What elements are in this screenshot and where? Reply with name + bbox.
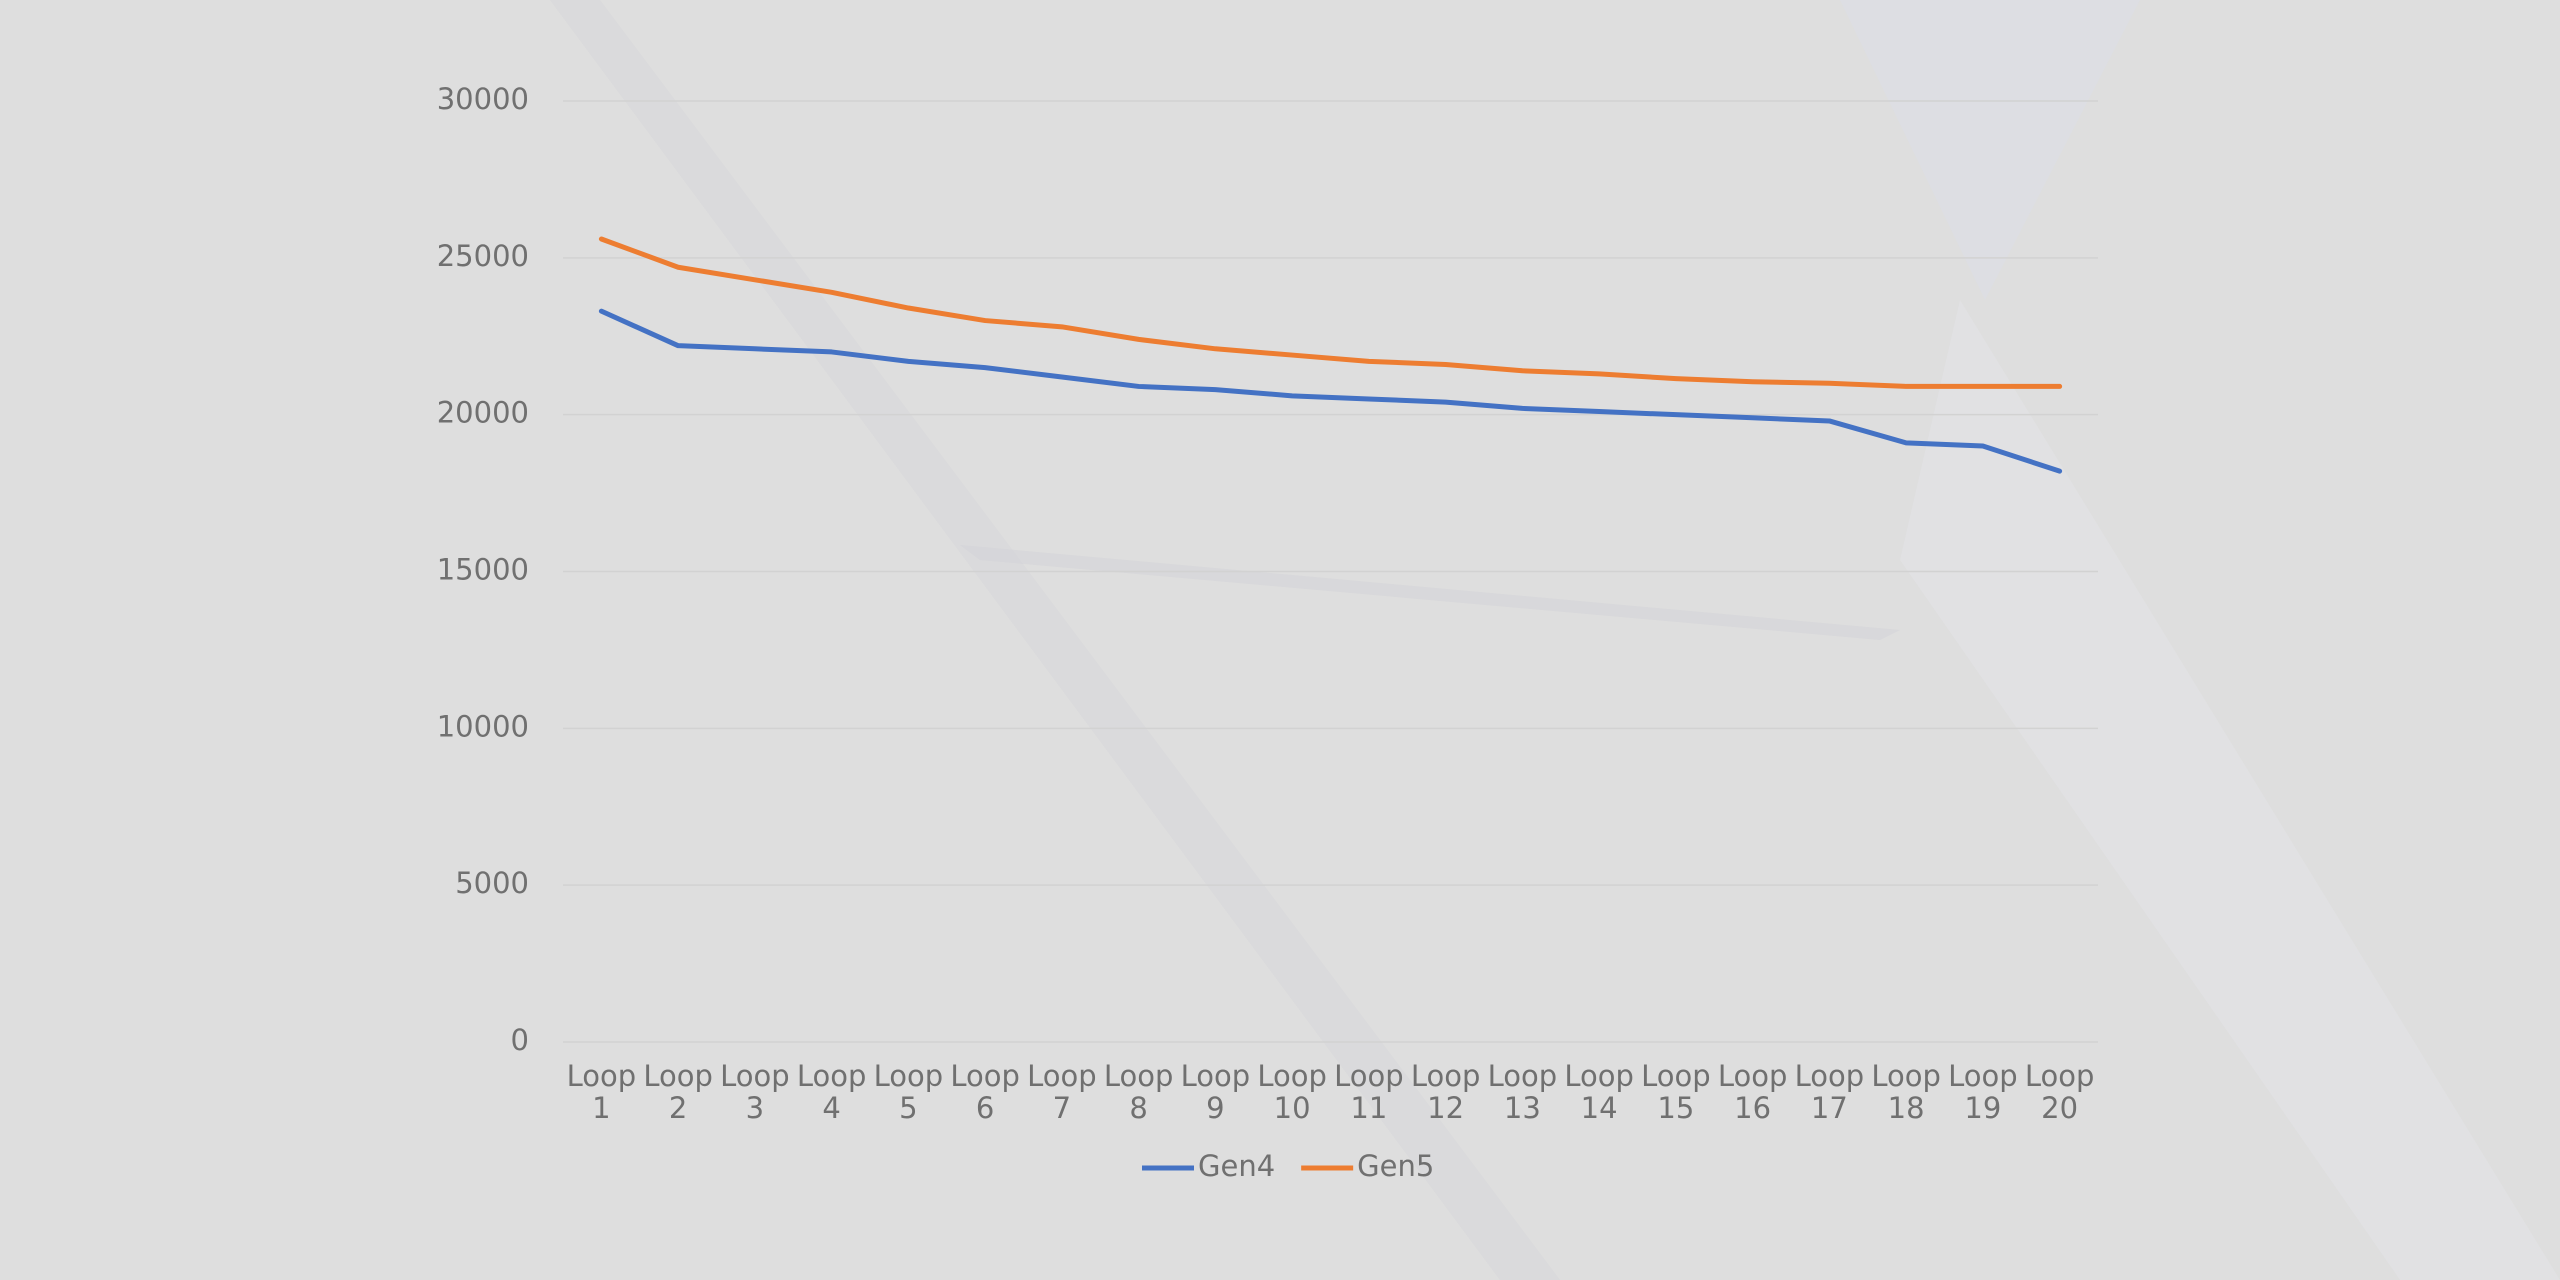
x-tick-label: Loop 14 xyxy=(1564,1059,1634,1125)
x-tick-label: Loop 3 xyxy=(720,1059,790,1125)
line-series xyxy=(598,236,2063,389)
y-tick-label: 10000 xyxy=(437,709,529,743)
x-tick-label: Loop 13 xyxy=(1487,1059,1558,1125)
background-shape xyxy=(550,0,1560,1280)
x-tick-label: Loop 7 xyxy=(1027,1059,1097,1125)
y-tick-label: 25000 xyxy=(437,239,529,273)
legend-label: Gen5 xyxy=(1357,1149,1434,1183)
y-tick-label: 0 xyxy=(511,1023,529,1057)
x-tick-label: Loop 20 xyxy=(2024,1059,2095,1125)
x-tick-label: Loop 17 xyxy=(1794,1059,1865,1125)
x-tick-label: Loop 4 xyxy=(796,1059,867,1125)
x-tick-label: Loop 18 xyxy=(1871,1059,1941,1125)
x-tick-label: Loop 5 xyxy=(873,1059,944,1125)
background-shape xyxy=(1900,300,2560,1280)
x-tick-label: Loop 9 xyxy=(1180,1059,1251,1125)
x-tick-label: Loop 1 xyxy=(566,1059,637,1125)
x-tick-label: Loop 11 xyxy=(1334,1059,1404,1125)
x-tick-label: Loop 12 xyxy=(1410,1059,1481,1125)
background-shape xyxy=(1840,0,2140,300)
x-tick-label: Loop 10 xyxy=(1257,1059,1327,1125)
y-tick-label: 5000 xyxy=(455,866,529,900)
y-tick-label: 15000 xyxy=(437,553,529,587)
legend-label: Gen4 xyxy=(1198,1149,1275,1183)
background-shape xyxy=(960,545,1900,640)
x-tick-label: Loop 16 xyxy=(1717,1059,1788,1125)
x-tick-label: Loop 19 xyxy=(1948,1059,2018,1125)
x-tick-label: Loop 8 xyxy=(1103,1059,1174,1125)
line-series xyxy=(598,308,2063,474)
y-tick-label: 20000 xyxy=(437,396,529,430)
x-tick-label: Loop 15 xyxy=(1641,1059,1711,1125)
x-tick-label: Loop 6 xyxy=(950,1059,1020,1125)
x-tick-label: Loop 2 xyxy=(643,1059,713,1125)
y-tick-label: 30000 xyxy=(437,82,529,116)
